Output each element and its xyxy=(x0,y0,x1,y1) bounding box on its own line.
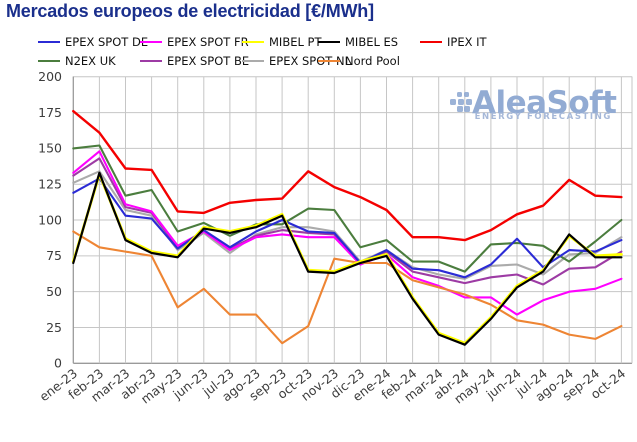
watermark-subtitle: ENERGY FORECASTING xyxy=(475,112,612,122)
legend-swatch-ipex-it xyxy=(420,40,442,44)
legend-item-mibel-es: MIBEL ES xyxy=(318,35,398,49)
legend-swatch-mibel-pt xyxy=(242,40,264,44)
chart-title: Mercados europeos de electricidad [€/MWh… xyxy=(6,1,374,21)
legend-swatch-epex-spot-fr xyxy=(140,40,162,44)
legend-label: EPEX SPOT NL xyxy=(269,54,351,68)
legend-swatch-mibel-es xyxy=(318,40,340,44)
legend-swatch-epex-spot-de xyxy=(38,40,60,44)
series-line-ipex-it xyxy=(72,109,623,242)
legend-item-epex-spot-fr: EPEX SPOT FR xyxy=(140,35,249,49)
legend-label: IPEX IT xyxy=(447,35,487,49)
legend-item-epex-spot-be: EPEX SPOT BE xyxy=(140,54,249,68)
y-tick-label: 25 xyxy=(46,320,62,335)
legend-item-epex-spot-de: EPEX SPOT DE xyxy=(38,35,148,49)
watermark-brand: AleaSoft xyxy=(472,85,617,121)
y-tick-label: 150 xyxy=(38,141,62,156)
legend-label: N2EX UK xyxy=(65,54,116,68)
legend-item-n2ex-uk: N2EX UK xyxy=(38,54,116,68)
y-tick-label: 175 xyxy=(38,105,62,120)
legend-label: Nord Pool xyxy=(345,54,400,68)
legend-swatch-epex-spot-nl xyxy=(242,59,264,63)
watermark-logo xyxy=(450,92,472,112)
legend-item-epex-spot-nl: EPEX SPOT NL xyxy=(242,54,351,68)
y-tick-label: 200 xyxy=(38,69,62,84)
y-tick-label: 100 xyxy=(38,212,62,227)
series-line-mibel-pt xyxy=(71,172,623,345)
y-tick-label: 125 xyxy=(38,177,62,192)
legend-swatch-n2ex-uk xyxy=(38,59,60,63)
series-line-mibel-es xyxy=(72,171,623,346)
legend-label: MIBEL ES xyxy=(345,35,399,49)
legend-swatch-nord-pool xyxy=(318,59,340,63)
legend-swatch-epex-spot-be xyxy=(140,59,162,63)
y-tick-label: 50 xyxy=(46,284,62,299)
legend-label: EPEX SPOT FR xyxy=(167,35,249,49)
y-tick-label: 0 xyxy=(54,356,62,371)
series-line-epex-spot-de xyxy=(72,177,623,279)
series-line-n2ex-uk xyxy=(72,144,623,273)
legend-item-nord-pool: Nord Pool xyxy=(318,54,400,68)
legend-label: EPEX SPOT DE xyxy=(65,35,149,49)
legend-item-mibel-pt: MIBEL PT xyxy=(242,35,322,49)
legend-item-ipex-it: IPEX IT xyxy=(420,35,487,49)
series-line-epex-spot-fr xyxy=(72,150,623,316)
series-line-nord-pool xyxy=(72,230,623,345)
y-tick-label: 75 xyxy=(46,248,62,263)
legend-label: MIBEL PT xyxy=(269,35,322,49)
legend-label: EPEX SPOT BE xyxy=(167,54,250,68)
